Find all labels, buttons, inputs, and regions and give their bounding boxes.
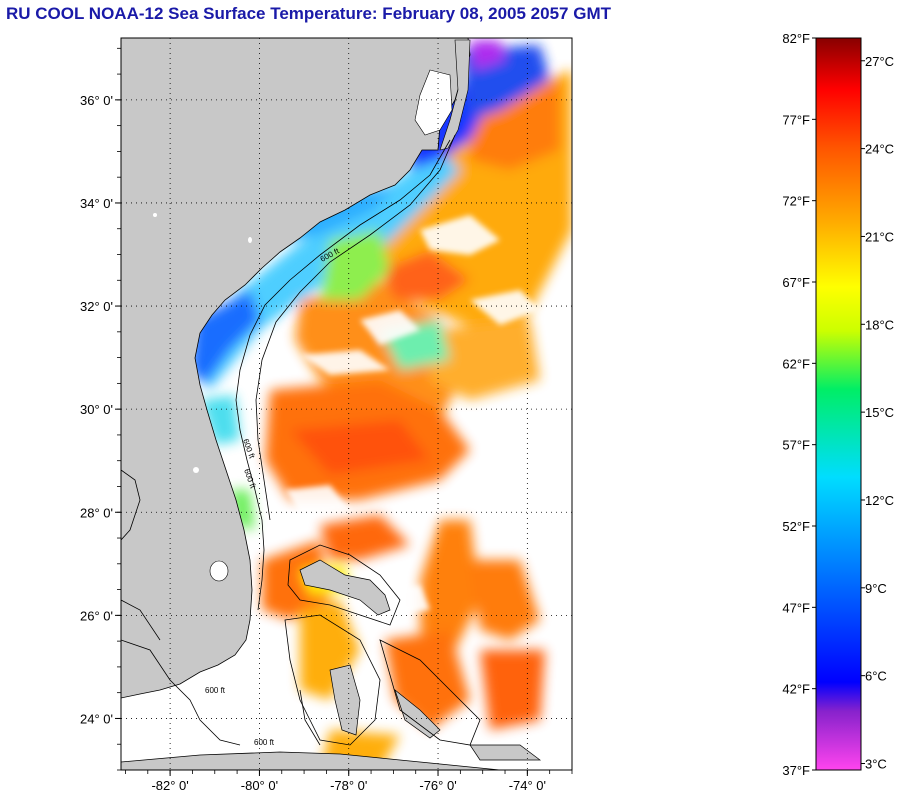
lat-tick-label: 28° 0' xyxy=(80,505,113,520)
land-cuba xyxy=(121,751,501,770)
colorbar-c-label: 27°C xyxy=(865,54,894,69)
colorbar-c-label: 6°C xyxy=(865,669,887,684)
inland-lake xyxy=(248,237,252,243)
contour-label: 600 ft xyxy=(254,738,275,747)
colorbar-f-label: 37°F xyxy=(782,763,810,778)
colorbar-c-label: 21°C xyxy=(865,229,894,244)
land-bahamas xyxy=(299,559,542,761)
inland-lake xyxy=(193,467,199,473)
colorbar-f-label: 67°F xyxy=(782,275,810,290)
sst-data-layer xyxy=(190,40,572,770)
lon-tick-label: -82° 0' xyxy=(151,778,188,793)
colorbar-c-label: 15°C xyxy=(865,405,894,420)
colorbar-f-label: 52°F xyxy=(782,519,810,534)
lon-tick-label: -74° 0' xyxy=(509,778,546,793)
colorbar-f-label: 47°F xyxy=(782,600,810,615)
lat-tick-label: 34° 0' xyxy=(80,196,113,211)
pamlico-sound xyxy=(414,69,453,136)
lat-tick-label: 36° 0' xyxy=(80,93,113,108)
lon-tick-label: -78° 0' xyxy=(330,778,367,793)
land-southeast-us xyxy=(121,38,471,699)
colorbar: 82°F 77°F 72°F 67°F 62°F 57°F 52°F 47°F 42°F 37°F… xyxy=(782,31,894,778)
map-axes: 36° 0' 34° 0' 32° 0' 30° 0' 28° 0' 26° 0' 24° … xyxy=(80,47,573,793)
colorbar-labels: 82°F 77°F 72°F 67°F 62°F 57°F 52°F 47°F 42°F 37°F… xyxy=(782,31,894,778)
colorbar-c-label: 18°C xyxy=(865,317,894,332)
contour-label: 600 ft xyxy=(205,686,226,695)
colorbar-f-label: 42°F xyxy=(782,682,810,697)
colorbar-f-label: 72°F xyxy=(782,194,810,209)
map-plot-area: 600 ft 600 ft 600 ft 600 ft 600 ft xyxy=(121,38,572,770)
page-title: RU COOL NOAA-12 Sea Surface Temperature:… xyxy=(6,4,611,23)
colorbar-f-label: 57°F xyxy=(782,438,810,453)
colorbar-f-label: 82°F xyxy=(782,31,810,46)
land-outer-banks xyxy=(439,39,471,151)
colorbar-c-label: 24°C xyxy=(865,142,894,157)
graticule xyxy=(121,38,572,770)
map-frame xyxy=(120,37,573,771)
colorbar-c-label: 9°C xyxy=(865,581,887,596)
lat-tick-label: 24° 0' xyxy=(80,711,113,726)
lat-tick-label: 32° 0' xyxy=(80,299,113,314)
lon-tick-label: -80° 0' xyxy=(241,778,278,793)
colorbar-gradient xyxy=(815,37,862,771)
colorbar-f-label: 62°F xyxy=(782,356,810,371)
lon-tick-label: -76° 0' xyxy=(419,778,456,793)
colorbar-c-label: 3°C xyxy=(865,756,887,771)
bathymetry-contours xyxy=(121,134,481,746)
colorbar-f-label: 77°F xyxy=(782,112,810,127)
inland-lake xyxy=(153,213,157,217)
lat-tick-label: 30° 0' xyxy=(80,402,113,417)
lake-okeechobee xyxy=(209,560,229,582)
lat-tick-label: 26° 0' xyxy=(80,608,113,623)
colorbar-c-label: 12°C xyxy=(865,493,894,508)
